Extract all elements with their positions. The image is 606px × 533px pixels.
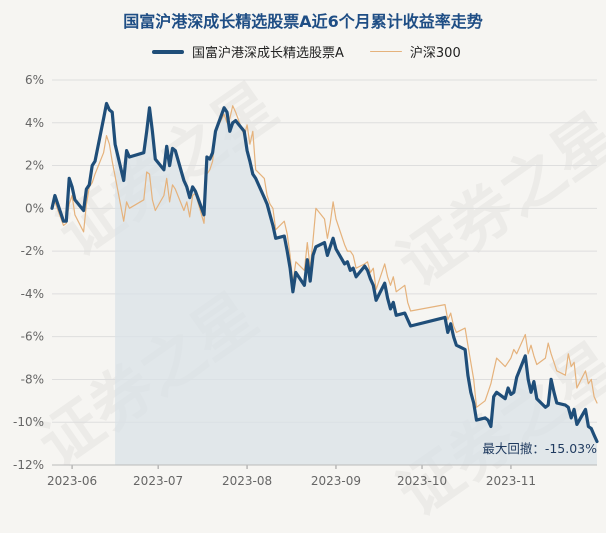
legend-label-index: 沪深300 bbox=[409, 46, 461, 61]
legend-item-fund[interactable]: 国富沪港深成长精选股票A bbox=[152, 42, 344, 61]
legend-label-fund: 国富沪港深成长精选股票A bbox=[192, 46, 344, 61]
y-tick-label: 2% bbox=[25, 159, 44, 173]
chart-legend: 国富沪港深成长精选股票A 沪深300 bbox=[152, 42, 487, 61]
x-tick-label: 2023-06 bbox=[47, 474, 97, 488]
x-tick-label: 2023-11 bbox=[486, 474, 536, 488]
series-line-fund bbox=[50, 101, 599, 444]
x-tick-label: 2023-08 bbox=[222, 474, 272, 488]
x-tick-label: 2023-07 bbox=[133, 474, 183, 488]
legend-swatch-fund bbox=[152, 49, 184, 54]
max-drawdown-annotation: 最大回撤：-15.03% bbox=[482, 441, 597, 456]
y-tick-label: -10% bbox=[13, 415, 44, 429]
x-tick-label: 2023-10 bbox=[397, 474, 447, 488]
y-tick-label: 6% bbox=[25, 73, 44, 87]
y-tick-label: 4% bbox=[25, 116, 44, 130]
legend-swatch-index bbox=[369, 50, 402, 53]
y-tick-label: -8% bbox=[21, 372, 44, 386]
y-tick-label: -2% bbox=[21, 244, 44, 258]
drawdown-area bbox=[115, 107, 597, 466]
y-tick-label: 0% bbox=[25, 201, 44, 215]
x-tick-label: 2023-09 bbox=[311, 474, 361, 488]
y-tick-label: -12% bbox=[13, 458, 44, 472]
line-chart: 6% 4% 2% 0% -2% -4% -6% -8% -10% -12%2023-06 2023-… bbox=[13, 73, 599, 488]
legend-item-index[interactable]: 沪深300 bbox=[369, 42, 461, 61]
y-tick-label: -6% bbox=[21, 330, 44, 344]
y-tick-label: -4% bbox=[21, 287, 44, 301]
series-line-index bbox=[51, 105, 598, 408]
chart-title: 国富沪港深成长精选股票A近6个月累计收益率走势 bbox=[123, 12, 483, 31]
